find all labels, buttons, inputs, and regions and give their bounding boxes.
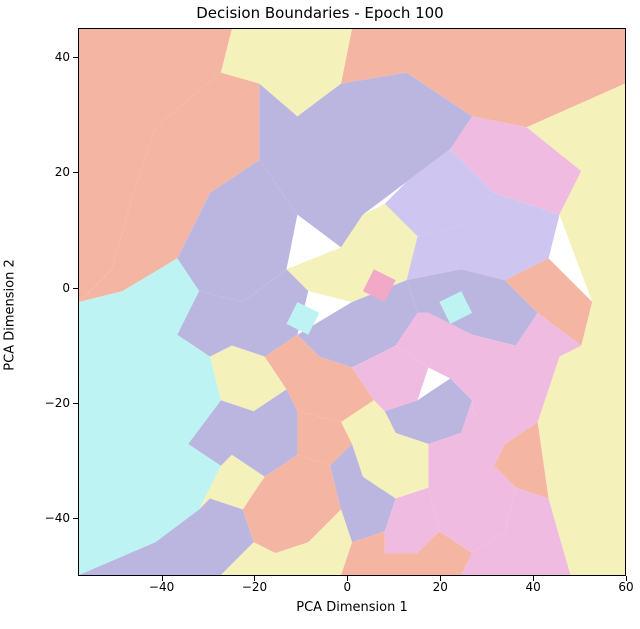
y-tick-mark xyxy=(73,172,78,173)
chart-title: Decision Boundaries - Epoch 100 xyxy=(0,4,640,22)
x-tick-label: 60 xyxy=(618,580,633,594)
y-axis-label: PCA Dimension 2 xyxy=(3,259,18,370)
x-tick-label: 0 xyxy=(344,580,352,594)
y-tick-mark xyxy=(73,57,78,58)
x-tick-label: 40 xyxy=(525,580,540,594)
y-tick-mark xyxy=(73,403,78,404)
y-tick-mark xyxy=(73,518,78,519)
y-tick-label: 20 xyxy=(10,165,70,179)
y-tick-label: 0 xyxy=(10,281,70,295)
x-axis-label: PCA Dimension 1 xyxy=(78,600,626,615)
plot-area xyxy=(78,28,626,576)
x-tick-label: −20 xyxy=(242,580,267,594)
x-tick-label: 20 xyxy=(433,580,448,594)
contour-svg xyxy=(79,29,625,575)
y-tick-label: 40 xyxy=(10,50,70,64)
decision-boundary-figure: Decision Boundaries - Epoch 100 PCA Dime… xyxy=(0,0,640,629)
y-tick-label: −20 xyxy=(10,396,70,410)
y-tick-mark xyxy=(73,288,78,289)
y-tick-label: −40 xyxy=(10,511,70,525)
x-tick-label: −40 xyxy=(149,580,174,594)
